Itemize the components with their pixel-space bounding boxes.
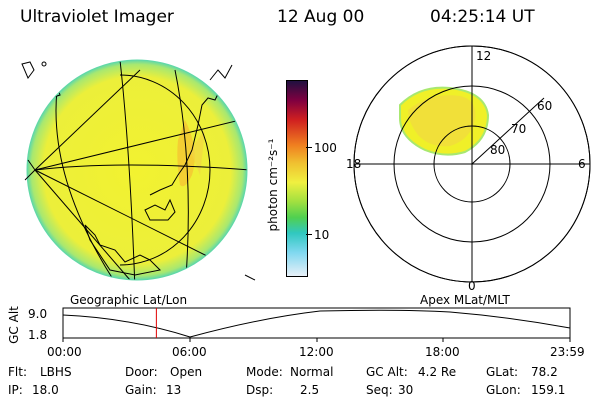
glat-value: 78.2	[531, 365, 558, 379]
colorbar-tick-label-high: 100	[314, 141, 337, 155]
glon-value: 159.1	[531, 383, 566, 397]
polar-label-0: 0	[468, 279, 476, 292]
mode-value: Normal	[290, 365, 334, 379]
altitude-y-low: 1.8	[28, 328, 48, 342]
flt-value: LBHS	[40, 365, 72, 379]
polar-mlat-mlt-plot: 12 18 6 0 60 70 80	[346, 45, 591, 292]
colorbar-tick-label-low: 10	[314, 228, 330, 242]
seq-label: Seq:	[366, 383, 393, 397]
x-tick-1: 06:00	[172, 345, 207, 359]
polar-lat-70: 70	[511, 122, 526, 136]
seq-value: 30	[398, 383, 414, 397]
dsp-label: Dsp:	[246, 383, 274, 397]
polar-label-6: 6	[578, 157, 586, 171]
apex-label: Apex MLat/MLT	[420, 293, 510, 307]
door-value: Open	[170, 365, 203, 379]
time-label: 04:25:14 UT	[430, 7, 535, 27]
gcalt-label: GC Alt:	[366, 365, 408, 379]
polar-label-12: 12	[476, 49, 491, 63]
polar-lat-60: 60	[537, 99, 552, 113]
geographic-label: Geographic Lat/Lon	[70, 293, 188, 307]
gain-label: Gain:	[125, 383, 157, 397]
mode-label: Mode:	[246, 365, 283, 379]
date-label: 12 Aug 00	[277, 7, 365, 27]
ip-label: IP:	[8, 383, 23, 397]
colorbar	[286, 80, 308, 277]
altitude-curve	[62, 309, 571, 338]
geographic-disk-image	[21, 59, 256, 281]
ip-value: 18.0	[32, 383, 59, 397]
glat-label: GLat:	[486, 365, 519, 379]
x-tick-0: 00:00	[47, 345, 82, 359]
polar-label-18: 18	[346, 157, 361, 171]
earth-disk	[27, 60, 247, 280]
colorbar-tick-high	[306, 147, 312, 148]
x-tick-3: 18:00	[425, 345, 460, 359]
door-label: Door:	[125, 365, 158, 379]
x-tick-2: 12:00	[299, 345, 334, 359]
dsp-value: 2.5	[300, 383, 320, 397]
colorbar-tick-low	[306, 234, 312, 235]
gcalt-value: 4.2 Re	[418, 365, 457, 379]
altitude-strip-plot	[62, 307, 571, 342]
glon-label: GLon:	[486, 383, 521, 397]
altitude-y-high: 9.0	[28, 307, 48, 321]
polar-lat-80: 80	[490, 143, 505, 157]
colorbar-unit-label: photon cm⁻²s⁻¹	[266, 138, 280, 232]
instrument-title: Ultraviolet Imager	[20, 7, 174, 27]
flt-label: Flt:	[8, 365, 27, 379]
gain-value: 13	[166, 383, 182, 397]
x-tick-4: 23:59	[550, 345, 585, 359]
